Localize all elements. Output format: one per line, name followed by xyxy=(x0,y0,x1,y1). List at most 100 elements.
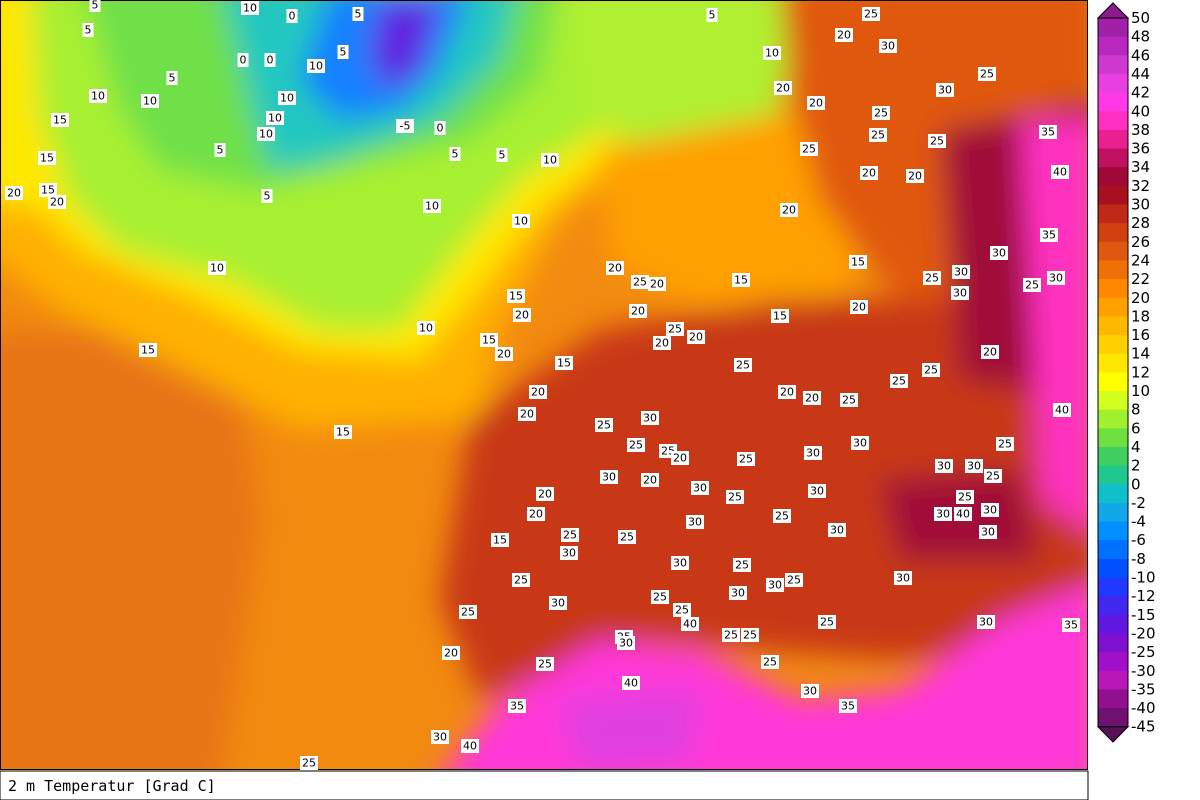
colorbar-band xyxy=(1098,148,1128,168)
label-box xyxy=(956,490,974,504)
label-box xyxy=(208,261,226,275)
contour-label: 30 xyxy=(937,460,951,473)
label-box xyxy=(687,330,705,344)
contour-label: 25 xyxy=(302,757,316,770)
contour-label: 30 xyxy=(979,616,993,629)
label-box xyxy=(1023,278,1041,292)
label-box xyxy=(1040,228,1058,242)
label-box xyxy=(803,391,821,405)
contour-label: 10 xyxy=(765,47,779,60)
label-box xyxy=(996,437,1014,451)
contour-label: 35 xyxy=(841,700,855,713)
label-box xyxy=(89,0,101,12)
label-box xyxy=(954,507,972,521)
label-box xyxy=(508,699,526,713)
contour-label: 30 xyxy=(619,637,633,650)
colorbar-band xyxy=(1098,502,1128,523)
contour-label: 25 xyxy=(461,606,475,619)
contour-label: 25 xyxy=(735,559,749,572)
contour-label: 20 xyxy=(673,452,687,465)
label-box xyxy=(860,166,878,180)
contour-label: 30 xyxy=(433,731,447,744)
label-box xyxy=(706,8,718,22)
label-box xyxy=(555,356,573,370)
contour-label: 25 xyxy=(739,453,753,466)
contour-label: 30 xyxy=(562,547,576,560)
label-box xyxy=(631,275,649,289)
colorbar-label: 36 xyxy=(1131,140,1150,158)
colorbar-band xyxy=(1098,297,1128,317)
label-box xyxy=(241,1,259,15)
contour-label: 25 xyxy=(514,574,528,587)
colorbar-label: 30 xyxy=(1131,196,1150,214)
contour-label: 25 xyxy=(736,359,750,372)
contour-label: 20 xyxy=(852,301,866,314)
colorbar-label: 46 xyxy=(1131,46,1150,64)
caption: 2 m Temperatur [Grad C] xyxy=(8,777,216,795)
label-box xyxy=(648,277,666,291)
colorbar-label: 6 xyxy=(1131,419,1141,437)
contour-label: 25 xyxy=(864,8,878,21)
contour-label: 20 xyxy=(809,97,823,110)
contour-label: 20 xyxy=(837,29,851,42)
colorbar-band xyxy=(1098,73,1128,94)
caption-bar xyxy=(0,770,1089,800)
label-box xyxy=(780,203,798,217)
contour-label: 10 xyxy=(280,92,294,105)
contour-label: 20 xyxy=(497,348,511,361)
contour-label: 30 xyxy=(896,572,910,585)
label-box xyxy=(629,304,647,318)
contour-label: 25 xyxy=(802,143,816,156)
label-box xyxy=(733,558,751,572)
label-box xyxy=(934,507,952,521)
colorbar-band xyxy=(1098,409,1128,429)
contour-label: 25 xyxy=(892,375,906,388)
label-box xyxy=(561,528,579,542)
colorbar-label: 34 xyxy=(1131,158,1150,176)
contour-label: 25 xyxy=(728,491,742,504)
label-box xyxy=(334,425,352,439)
colorbar-frame xyxy=(1097,17,1129,728)
contour-label: 10 xyxy=(514,215,528,228)
label-box xyxy=(491,533,509,547)
contour-label: 25 xyxy=(597,419,611,432)
contour-label: 5 xyxy=(709,9,716,22)
label-box xyxy=(618,530,636,544)
contour-label: 30 xyxy=(1049,272,1063,285)
contour-label: 25 xyxy=(775,510,789,523)
colorbar-band xyxy=(1098,558,1128,578)
label-box xyxy=(691,481,709,495)
label-box xyxy=(512,214,530,228)
contour-label: 20 xyxy=(689,331,703,344)
label-box xyxy=(906,169,924,183)
label-box xyxy=(480,333,498,347)
contour-label: 25 xyxy=(925,272,939,285)
label-box xyxy=(804,446,822,460)
colorbar-label: 44 xyxy=(1131,65,1150,83)
colorbar-label: 0 xyxy=(1131,475,1141,493)
colorbar-label: 42 xyxy=(1131,84,1150,102)
contour-label: 25 xyxy=(763,656,777,669)
label-box xyxy=(434,121,446,135)
label-box xyxy=(622,676,640,690)
label-box xyxy=(737,452,755,466)
colorbar-label: -10 xyxy=(1131,569,1156,587)
contour-label: 5 xyxy=(92,0,99,12)
colorbar-band xyxy=(1098,465,1128,485)
contour-label: 30 xyxy=(938,84,952,97)
contour-label: 30 xyxy=(830,524,844,537)
contour-label: 5 xyxy=(264,190,271,203)
contour-label: 10 xyxy=(91,90,105,103)
colorbar-label: -15 xyxy=(1131,606,1156,624)
label-box xyxy=(923,271,941,285)
contour-label: 20 xyxy=(983,346,997,359)
contour-label: 10 xyxy=(259,128,273,141)
label-box xyxy=(894,571,912,585)
label-box xyxy=(850,300,868,314)
contour-label: 30 xyxy=(693,482,707,495)
contour-label: 15 xyxy=(509,290,523,303)
contour-label: 40 xyxy=(1053,166,1067,179)
contour-label: 30 xyxy=(602,471,616,484)
colorbar-band xyxy=(1098,260,1128,280)
contour-label: 5 xyxy=(85,24,92,37)
